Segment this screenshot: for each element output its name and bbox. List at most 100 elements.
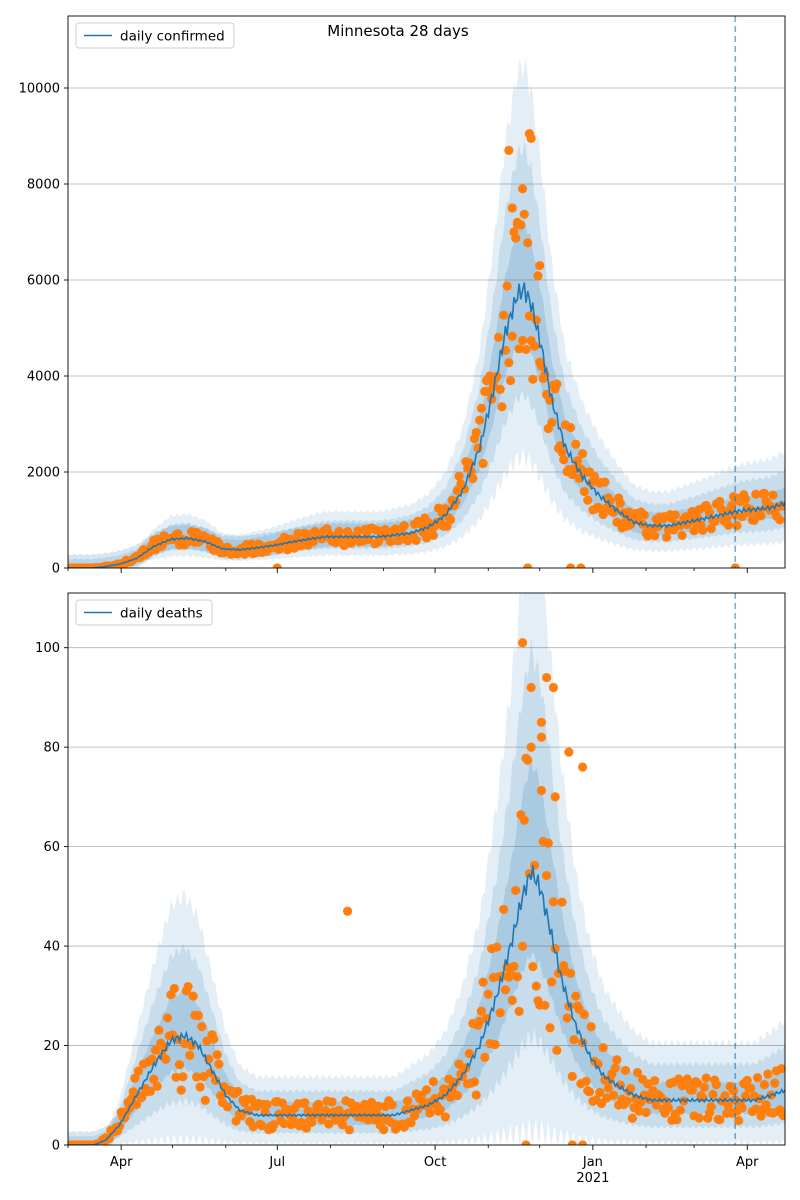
x-year-label: 2021 [576,1171,609,1186]
data-point [559,455,569,465]
data-point [650,1076,660,1086]
data-point [524,311,535,321]
data-point [475,415,485,425]
data-point [711,1080,721,1090]
data-point [464,1048,474,1059]
data-point [571,439,581,449]
data-point [557,897,567,907]
data-point [663,1103,673,1113]
data-point [313,1099,324,1109]
data-point [174,1059,185,1070]
data-point [373,1101,384,1111]
data-point [590,471,600,482]
data-point [716,504,727,515]
data-point [133,1066,143,1076]
data-point [706,524,716,534]
data-point [581,1076,591,1086]
data-point [531,981,541,991]
data-point [723,1101,733,1111]
data-point [622,1096,632,1106]
data-point [188,991,198,1001]
data-point [776,1064,785,1074]
data-point [154,1025,164,1035]
data-point [541,672,552,683]
data-point [327,1097,337,1107]
axes-frame [67,15,786,569]
data-point [547,977,557,987]
data-point [732,520,742,531]
data-point [324,1119,334,1129]
data-point [723,520,733,530]
data-point [763,1069,773,1079]
data-point [751,1104,761,1114]
data-point [367,1097,377,1108]
data-point [528,961,538,972]
data-point [608,1090,619,1100]
data-point [505,375,516,386]
data-point [274,544,284,555]
data-point [471,1090,481,1100]
data-point [257,1121,267,1131]
y-tick-label: 0 [52,562,60,577]
data-point [682,1074,692,1084]
data-point [521,1140,531,1145]
data-point [192,1072,202,1082]
data-point [495,384,505,394]
plot-area [68,57,785,568]
data-point [715,496,725,507]
data-point [540,1000,550,1010]
y-tick-label: 10000 [19,82,60,97]
data-point [236,1111,246,1121]
data-point [344,1125,354,1135]
data-point [610,1063,620,1073]
data-point [579,1009,589,1020]
data-point [512,217,523,227]
x-tick-label: Apr [736,1155,759,1170]
data-point [694,1113,704,1123]
data-point [564,747,574,757]
data-point [567,1071,577,1081]
data-point [279,1118,289,1129]
data-point [500,985,511,995]
data-point [198,1072,209,1082]
data-point [478,458,488,469]
data-point [379,1125,389,1135]
data-point [147,1054,157,1064]
data-point [269,1120,279,1130]
data-point [507,203,517,213]
uncertainty-band [68,57,785,568]
data-point [205,1068,215,1078]
data-point [567,1140,577,1145]
data-point [337,1120,348,1130]
data-point [612,1055,622,1065]
data-point [746,505,756,515]
x-tick-label: Jul [268,1155,285,1170]
data-point [734,1115,744,1126]
data-point [440,1112,450,1122]
data-point [643,1079,653,1089]
data-point [293,528,303,539]
data-point [421,1085,432,1095]
data-point [523,563,533,568]
data-point [476,1006,486,1016]
data-point [577,1140,588,1145]
data-point [562,1013,572,1023]
data-point [577,762,588,772]
data-point [756,511,766,521]
y-tick-label: 80 [43,741,60,756]
data-point [178,1072,188,1082]
data-point [737,511,747,522]
uncertainty-band [68,593,785,1145]
data-point [600,477,610,487]
data-point [495,1008,505,1018]
y-tick-label: 0 [52,1139,60,1154]
data-point [197,1022,207,1032]
data-point [342,906,353,916]
data-point [620,1065,631,1076]
data-point [548,682,559,693]
data-point [145,1086,155,1096]
legend-box [75,599,213,626]
data-point [531,315,541,325]
data-point [586,1022,596,1032]
data-point [639,510,649,520]
